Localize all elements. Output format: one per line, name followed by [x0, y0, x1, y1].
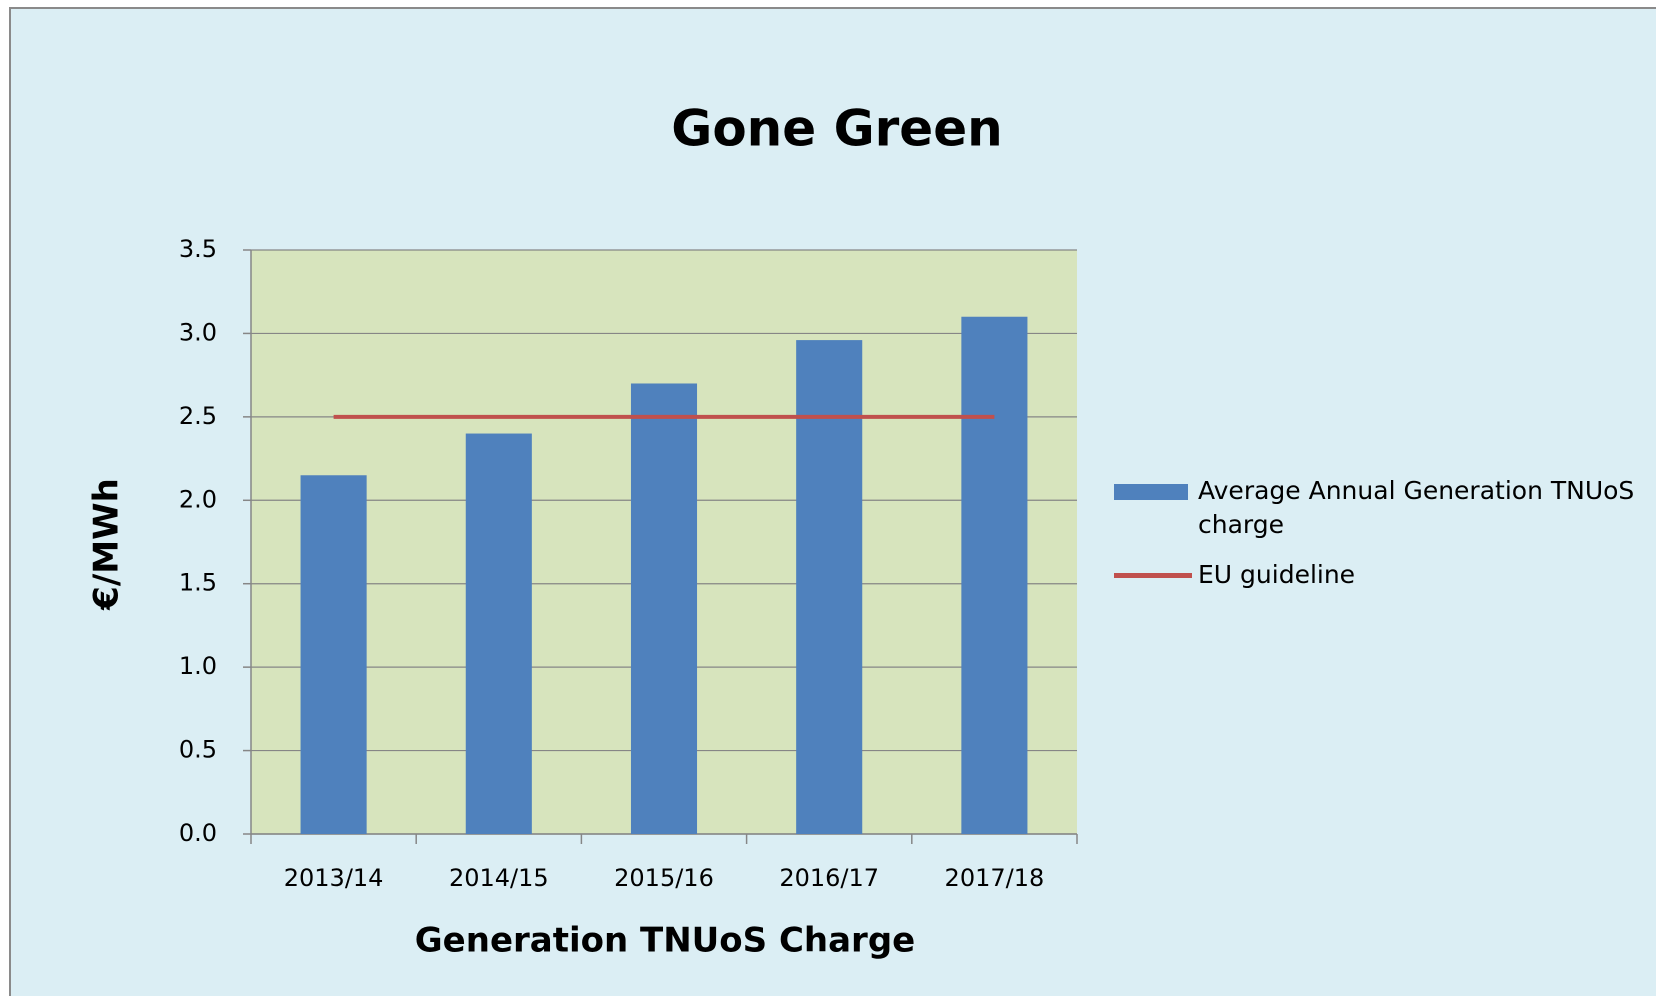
y-tick-label: 0.0 [179, 819, 217, 847]
legend-item: Average Annual Generation TNUoS charge [1114, 474, 1644, 542]
x-axis-title: Generation TNUoS Charge [415, 921, 915, 961]
legend-swatch [1114, 573, 1192, 578]
bar [796, 340, 863, 834]
x-tick-label: 2013/14 [284, 864, 384, 892]
y-axis-title: €/MWh [87, 478, 127, 611]
bar [961, 316, 1028, 834]
y-tick-label: 3.0 [179, 318, 217, 346]
x-tick-label: 2016/17 [779, 864, 879, 892]
legend-label: EU guideline [1198, 560, 1356, 589]
y-tick-label: 3.5 [179, 235, 217, 263]
y-tick-label: 2.0 [179, 485, 217, 513]
bar [630, 383, 698, 834]
y-tick-label: 2.5 [179, 402, 217, 430]
legend-label: Average Annual Generation TNUoS charge [1198, 476, 1635, 539]
x-tick-label: 2017/18 [945, 864, 1045, 892]
x-tick-label: 2015/16 [614, 864, 714, 892]
legend-item: EU guideline [1114, 558, 1644, 592]
y-tick-label: 1.5 [179, 569, 217, 597]
bar [465, 433, 532, 834]
chart-title: Gone Green [671, 100, 1002, 158]
legend: Average Annual Generation TNUoS charge EU… [1114, 474, 1644, 608]
x-tick-label: 2014/15 [449, 864, 549, 892]
y-tick-label: 0.5 [179, 736, 217, 764]
y-tick-label: 1.0 [179, 652, 217, 680]
legend-swatch [1114, 484, 1188, 500]
bar [300, 475, 367, 834]
